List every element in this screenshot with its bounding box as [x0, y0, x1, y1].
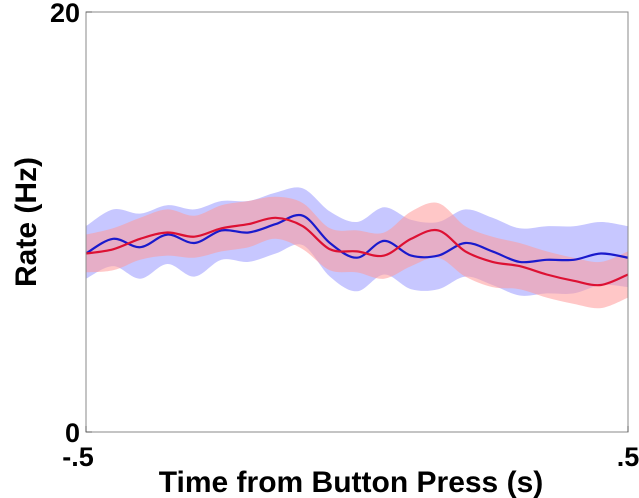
y-tick-label-min: 0 [65, 418, 80, 448]
series-2-line [85, 216, 629, 287]
x-tick-label-min: -.5 [62, 442, 94, 472]
series-2-error-band [86, 196, 628, 309]
axis-ticks [85, 11, 629, 433]
x-tick-label-max: .5 [617, 442, 639, 472]
plot-frame [85, 11, 629, 433]
y-tick-label-max: 20 [50, 0, 80, 28]
series-lines [85, 213, 629, 287]
x-axis-title: Time from Button Press (s) [159, 466, 544, 498]
series-1-line [85, 213, 629, 264]
confidence-bands [86, 187, 628, 309]
y-axis-title: Rate (Hz) [10, 157, 43, 287]
